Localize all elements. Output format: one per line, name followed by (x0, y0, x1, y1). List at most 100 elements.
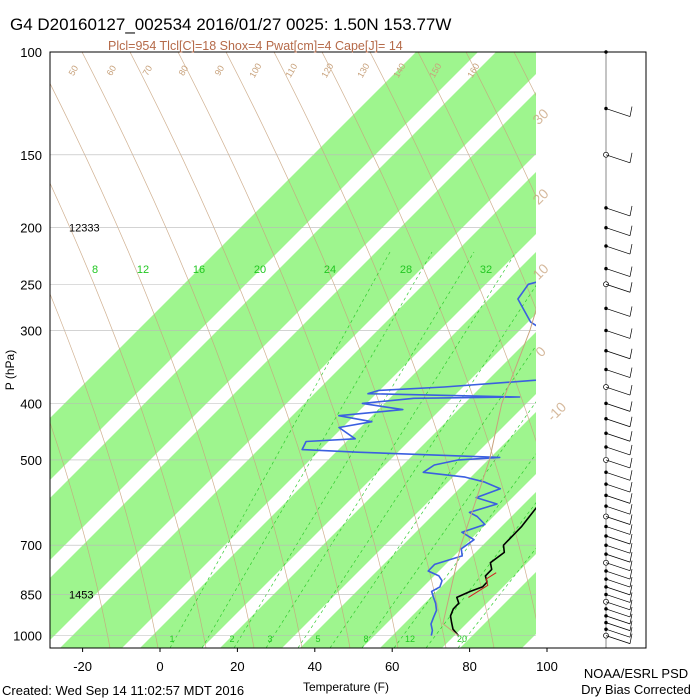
mixing-ratio-label: 8 (92, 264, 98, 276)
wind-barb-flag (629, 493, 633, 504)
wind-barb (605, 154, 631, 164)
wind-barb (605, 544, 631, 554)
dry-adiabat-label: 90 (213, 64, 227, 78)
x-tick-label: 60 (385, 659, 399, 674)
dry-adiabat-line (50, 82, 255, 648)
wind-barb-flag (629, 348, 633, 359)
lcl-line (468, 572, 497, 598)
wind-barb (605, 608, 631, 618)
temperature-band (60, 62, 646, 648)
x-tick-label: 40 (308, 659, 322, 674)
wind-barb (605, 108, 631, 117)
wind-barb (605, 432, 631, 442)
x-tick-label: 100 (536, 659, 558, 674)
y-tick-label: 200 (20, 221, 42, 236)
wind-barb-flag (629, 560, 633, 571)
dry-adiabat-line (273, 52, 495, 648)
wind-barb (605, 459, 631, 469)
y-tick-label: 1000 (13, 629, 42, 644)
mixing-ratio-bottom-label: 5 (315, 634, 320, 644)
wind-barb-flag (629, 482, 633, 493)
wind-barb-flag (629, 627, 633, 638)
y-axis-label: P (hPa) (3, 350, 17, 390)
dry-adiabat-line (321, 52, 543, 648)
mixing-ratio-label: 16 (193, 264, 205, 276)
y-tick-label: 250 (20, 277, 42, 292)
dry-adiabat-line (50, 182, 207, 648)
wind-barb-flag (629, 282, 633, 293)
mixing-ratio-bottom-label: 8 (363, 634, 368, 644)
mixing-ratio-bottom-label: 1 (169, 634, 174, 644)
mixing-ratio-bottom-label: 20 (457, 634, 467, 644)
height-label: 1453 (69, 589, 93, 601)
created-footer: Created: Wed Sep 14 11:02:57 MDT 2016 (2, 683, 244, 698)
wind-barb (605, 483, 631, 493)
wind-barb-flag (629, 152, 633, 163)
wind-barb-flag (629, 533, 633, 545)
wind-barb-flag (629, 243, 633, 255)
wind-barb-flag (629, 384, 633, 396)
mixing-ratio-label: 32 (480, 264, 492, 276)
wind-barb-flag (629, 431, 633, 442)
wind-barb (605, 446, 631, 456)
height-label: 12333 (69, 223, 100, 235)
mixing-ratio-label: 20 (254, 264, 266, 276)
mixing-ratio-label: 24 (324, 264, 336, 276)
wind-barb (605, 562, 631, 572)
x-tick-label: 80 (462, 659, 476, 674)
wind-barb-flag (629, 633, 633, 644)
temperature-band (50, 52, 638, 640)
wind-barb-flag (629, 606, 633, 617)
chart-title: G4 D20160127_002534 2016/01/27 0025: 1.5… (10, 15, 451, 34)
wind-area-mask (536, 52, 700, 700)
wind-barb (605, 418, 631, 428)
wind-barbs (603, 50, 633, 648)
wind-barb (605, 403, 631, 412)
wind-barb-flag (629, 470, 633, 481)
wind-barb (605, 227, 631, 237)
wind-barb-flag (629, 444, 633, 456)
wind-barb (605, 586, 631, 596)
dry-adiabat-label: 60 (105, 64, 119, 78)
wind-barb-flag (629, 266, 633, 277)
wind-barb (605, 622, 631, 631)
mixing-ratio-line (329, 251, 601, 648)
dry-adiabat-label: 130 (355, 61, 371, 79)
wind-barb (605, 553, 631, 563)
wind-barb-flag (629, 306, 633, 317)
temperature-band (50, 52, 558, 560)
wind-barb (605, 594, 631, 603)
mixing-ratio-bottom-label: 12 (405, 634, 415, 644)
wind-barb-flag (629, 552, 633, 563)
wind-barb-flag (629, 584, 633, 595)
wind-barb-flag (629, 524, 633, 535)
wind-barb-flag (629, 416, 633, 427)
y-tick-label: 150 (20, 148, 42, 163)
x-tick-label: 20 (230, 659, 244, 674)
wind-barb (605, 207, 631, 217)
wind-barb-flag (629, 457, 633, 469)
wind-barb-flag (629, 514, 633, 525)
wind-barb (605, 350, 631, 360)
wind-barb-flag (629, 577, 633, 588)
mixing-ratio-line (265, 251, 517, 648)
wind-barb-flag (629, 205, 633, 216)
wind-barb (605, 578, 631, 588)
dry-adiabat-label: 120 (319, 61, 335, 79)
dry-adiabat-line (81, 52, 303, 648)
wind-barb-flag (629, 599, 633, 610)
dry-bias-footer: Dry Bias Corrected (581, 682, 691, 697)
y-tick-label: 400 (20, 396, 42, 411)
wind-barb (605, 268, 631, 277)
dry-adiabat-line (177, 52, 399, 648)
dry-adiabat-line (50, 421, 111, 648)
dry-adiabat-line (50, 292, 159, 648)
dry-adiabat-label: 80 (177, 64, 191, 78)
wind-barb-flag (629, 592, 633, 603)
wind-barb-flag (629, 328, 633, 339)
dry-adiabat-label: 100 (247, 61, 263, 79)
credit-footer: NOAA/ESRL PSD (584, 666, 688, 681)
x-tick-label: -20 (73, 659, 92, 674)
wind-barb-flag (629, 225, 633, 236)
